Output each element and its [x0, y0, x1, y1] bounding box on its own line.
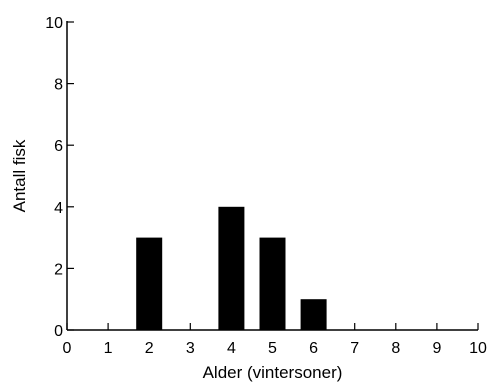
x-tick-label: 8	[391, 340, 400, 357]
y-tick-label: 6	[54, 138, 63, 155]
bars	[136, 206, 327, 330]
x-tick-label: 1	[104, 340, 113, 357]
x-axis-label: Alder (vintersoner)	[203, 363, 343, 382]
y-tick-label: 8	[54, 77, 63, 94]
y-tick-label: 0	[54, 323, 63, 340]
x-tick-label: 5	[268, 340, 277, 357]
x-tick-label: 2	[145, 340, 154, 357]
x-tick-label: 0	[63, 340, 72, 357]
x-axis-ticks: 0 1 2 3 4 5 6 7 8 9 10	[63, 323, 487, 357]
bar-4	[218, 206, 245, 330]
bar-5	[259, 237, 286, 330]
x-tick-label: 10	[469, 340, 487, 357]
y-tick-label: 10	[45, 15, 63, 32]
y-axis-ticks: 0 2 4 6 8 10	[45, 15, 74, 340]
y-tick-label: 2	[54, 261, 63, 278]
x-tick-label: 9	[432, 340, 441, 357]
x-tick-label: 6	[309, 340, 318, 357]
y-tick-label: 4	[54, 200, 63, 217]
x-tick-label: 7	[350, 340, 359, 357]
x-tick-label: 3	[186, 340, 195, 357]
y-axis-label: Antall fisk	[10, 139, 29, 212]
bar-2	[136, 237, 163, 330]
x-tick-label: 4	[227, 340, 236, 357]
